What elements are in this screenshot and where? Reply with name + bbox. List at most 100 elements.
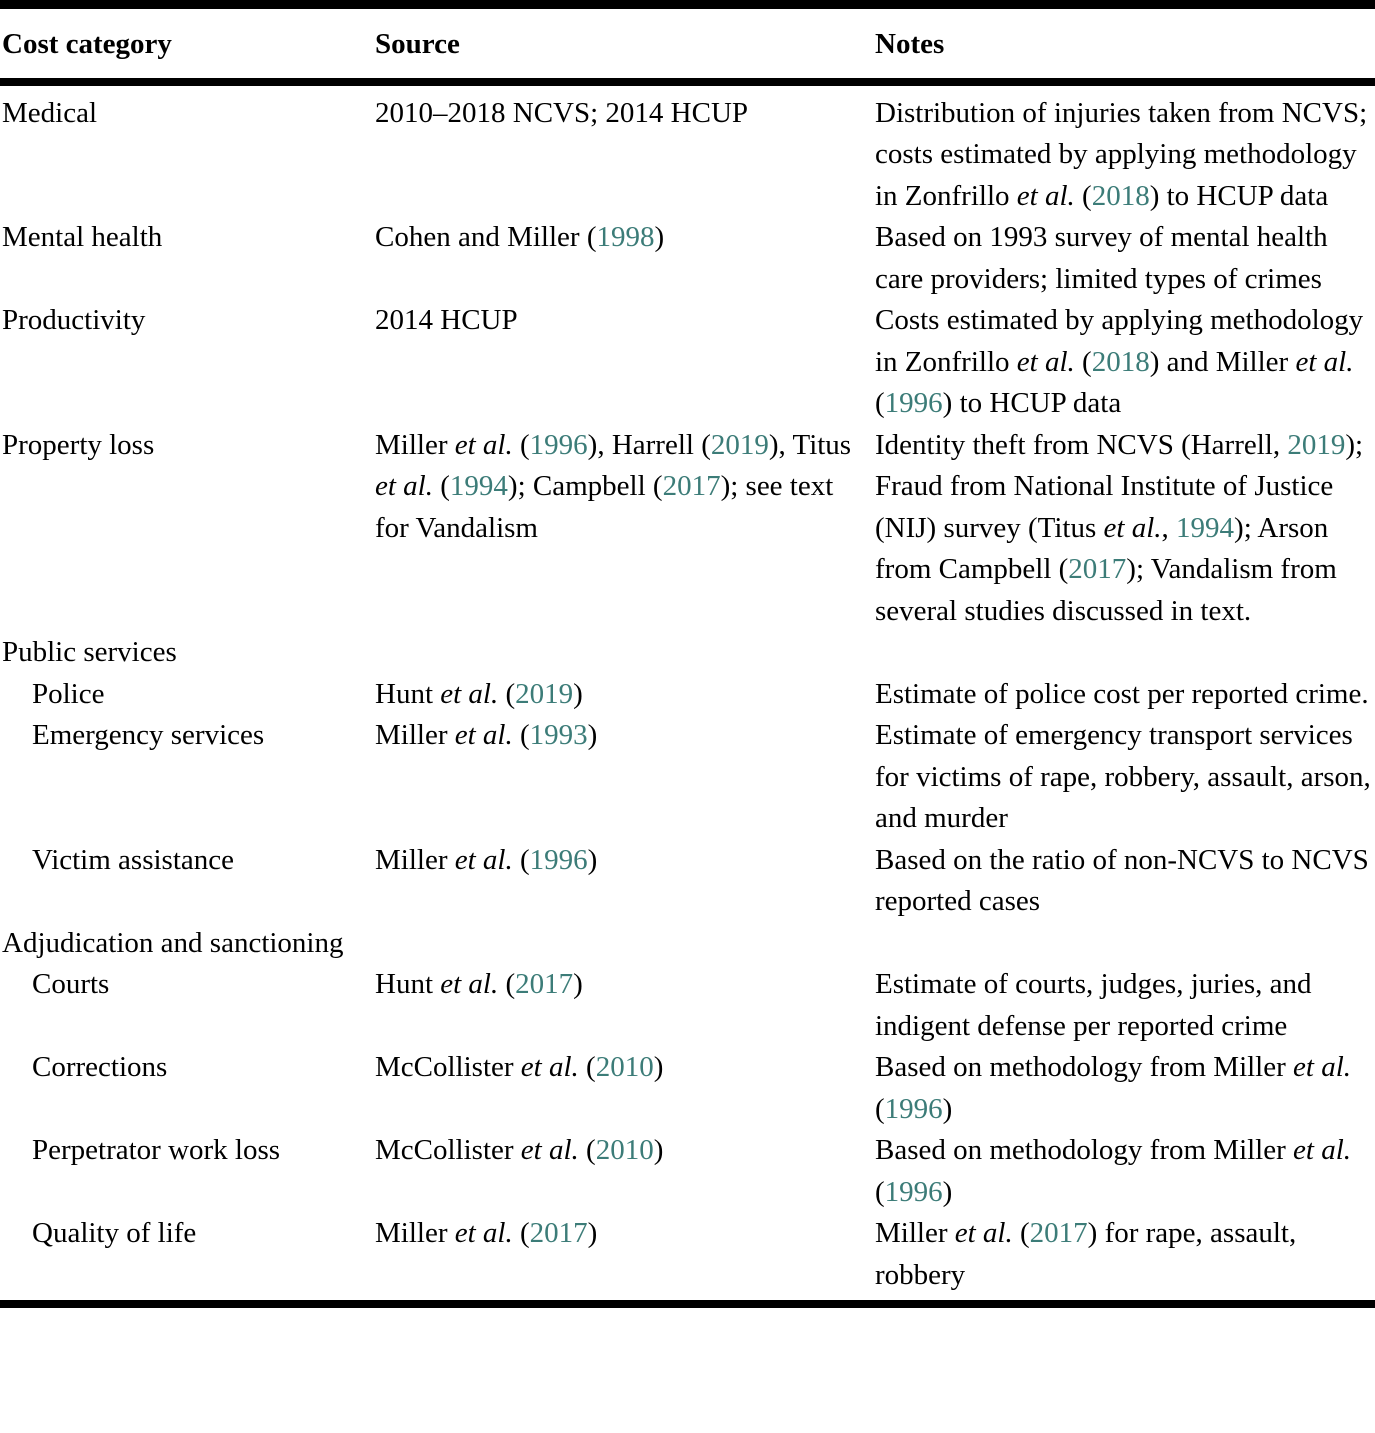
text-segment: ( [1074,179,1092,212]
citation-year-link[interactable]: 2019 [710,428,769,461]
citation-year-link[interactable]: 1998 [596,221,655,253]
text-segment: Estimate of courts, judges, juries, and … [875,968,1312,1042]
text-segment: ) [942,1092,953,1125]
column-header-cost-category: Cost category [0,4,375,86]
notes-cell: Distribution of injuries taken from NCVS… [875,82,1375,218]
table-row: Mental health Cohen and Miller (1998) Base… [0,217,1375,300]
citation-year-link[interactable]: 2017 [529,1217,588,1249]
table-row: Emergency services Miller et al. (1993) Es… [0,715,1375,840]
text-segment: Estimate of police cost per reported cri… [875,677,1369,710]
section-header-row: Public services [0,632,1375,674]
text-segment: ) [573,968,583,1000]
text-segment: Miller [375,428,455,461]
italic-et-al: et al. [440,968,499,1000]
text-segment: ( [578,1134,596,1166]
text-segment: 2014 HCUP [375,304,518,336]
italic-et-al: et al. [1295,345,1354,378]
cost-category-cell: Medical [2,96,98,129]
notes-cell: Based on the ratio of non-NCVS to NCVS r… [875,840,1375,923]
text-segment: ) [942,1175,953,1208]
source-cell: Hunt et al. (2019) [375,674,875,716]
text-segment: Based on methodology from Miller [875,1051,1294,1083]
text-segment: Miller [375,843,455,876]
cost-category-cell: Police [32,677,105,710]
section-header-row: Adjudication and sanctioning [0,923,1375,965]
text-segment: ); Vandalism from several studies discus… [875,553,1337,627]
cost-category-cell: Mental health [2,221,163,253]
source-cell: Hunt et al. (2017) [375,964,875,1047]
citation-year-link[interactable]: 2010 [595,1134,654,1166]
citation-year-link[interactable]: 2018 [1091,345,1150,378]
text-segment: Identity theft from NCVS (Harrell, [875,428,1288,461]
text-segment: ) [587,1217,598,1249]
text-segment: ); Fraud from National Institute of Just… [875,428,1364,544]
citation-year-link[interactable]: 1996 [884,1092,943,1125]
source-cell: McCollister et al. (2010) [375,1047,875,1130]
text-segment: ( [1012,1217,1030,1249]
text-segment: Miller [375,1217,455,1249]
citation-year-link[interactable]: 2017 [662,470,721,502]
text-segment: McCollister [375,1134,521,1166]
text-segment: ( [1074,345,1092,378]
source-cell: 2010–2018 NCVS; 2014 HCUP [375,82,875,218]
table-row: Medical 2010–2018 NCVS; 2014 HCUP Distribu… [0,82,1375,218]
citation-year-link[interactable]: 1996 [529,843,588,876]
italic-et-al: et al. [1103,511,1162,544]
text-segment: ) and Miller [1149,345,1296,378]
text-segment: ( [433,470,450,502]
citation-year-link[interactable]: 2010 [595,1051,654,1083]
cost-category-cell: Corrections [32,1051,168,1083]
text-segment: ), Harrell ( [587,428,711,461]
section-header-label: Adjudication and sanctioning [2,926,344,959]
text-segment: Costs estimated by applying methodology … [875,304,1364,378]
text-segment: ( [875,387,885,419]
table-row: Corrections McCollister et al. (2010) Base… [0,1047,1375,1130]
notes-cell: Identity theft from NCVS (Harrell, 2019)… [875,425,1375,633]
text-segment: 2010–2018 NCVS; 2014 HCUP [375,96,749,129]
text-segment: Cohen and Miller ( [375,221,597,253]
notes-cell: Estimate of police cost per reported cri… [875,674,1375,716]
citation-year-link[interactable]: 1996 [884,387,943,419]
table-row: Quality of life Miller et al. (2017) Mille… [0,1213,1375,1304]
notes-cell [875,632,1375,674]
section-header-label: Public services [2,636,177,668]
text-segment: ), Titus [768,428,852,461]
text-segment: ( [512,428,530,461]
notes-cell: Estimate of courts, judges, juries, and … [875,964,1375,1047]
citation-year-link[interactable]: 2017 [1029,1217,1088,1249]
text-segment: ( [498,968,516,1000]
text-segment: ( [875,1175,885,1208]
source-cell: Miller et al. (1996), Harrell (2019), Ti… [375,425,875,633]
text-segment: Estimate of emergency transport services… [875,719,1371,834]
italic-et-al: et al. [440,677,499,710]
text-segment: ( [512,719,530,751]
source-cell: McCollister et al. (2010) [375,1130,875,1213]
text-segment: Based on methodology from Miller [875,1134,1294,1166]
table-row: Victim assistance Miller et al. (1996) Bas… [0,840,1375,923]
source-cell: Miller et al. (1996) [375,840,875,923]
citation-year-link[interactable]: 1994 [449,470,508,502]
citation-year-link[interactable]: 2017 [515,968,574,1000]
text-segment: ( [578,1051,596,1083]
text-segment: ) [587,843,598,876]
citation-year-link[interactable]: 1993 [529,719,588,751]
italic-et-al: et al. [454,719,513,751]
citation-year-link[interactable]: 1994 [1176,511,1235,544]
notes-cell: Costs estimated by applying methodology … [875,300,1375,425]
citation-year-link[interactable]: 2019 [515,677,574,710]
table-row: Perpetrator work loss McCollister et al. … [0,1130,1375,1213]
table-header: Cost category Source Notes [0,4,1375,86]
text-segment: Hunt [375,968,441,1000]
notes-cell: Based on methodology from Miller et al. … [875,1047,1375,1130]
italic-et-al: et al. [520,1134,579,1166]
citation-year-link[interactable]: 2019 [1287,428,1346,461]
italic-et-al: et al. [454,428,513,461]
italic-et-al: et al. [454,1217,513,1249]
text-segment: ) for rape, assault, robbery [875,1217,1297,1291]
citation-year-link[interactable]: 2018 [1091,179,1150,212]
citation-year-link[interactable]: 1996 [884,1175,943,1208]
citation-year-link[interactable]: 1996 [529,428,588,461]
citation-year-link[interactable]: 2017 [1068,553,1127,585]
italic-et-al: et al. [375,470,433,502]
text-segment: ) [573,677,583,710]
